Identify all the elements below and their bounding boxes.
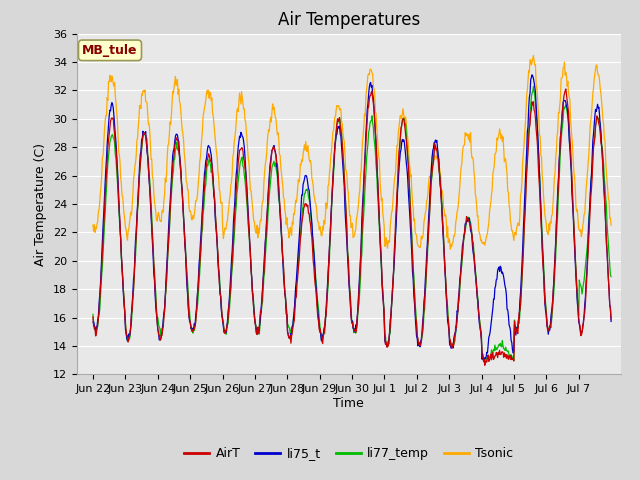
AirT (271, 146, 278, 152)
li75_t (480, 359, 488, 365)
Title: Air Temperatures: Air Temperatures (278, 11, 420, 29)
li77_temp (529, 84, 537, 89)
li77_temp (291, 307, 298, 312)
li75_t (89, 319, 97, 325)
li77_temp (245, 230, 253, 236)
li75_t (607, 319, 615, 324)
li75_t (405, 201, 413, 206)
li77_temp (607, 274, 615, 279)
Tsonic (89, 222, 97, 228)
Tsonic (271, 111, 278, 117)
Tsonic (607, 222, 615, 228)
AirT (435, 156, 442, 162)
Tsonic (150, 189, 157, 195)
AirT (150, 260, 157, 266)
AirT (405, 179, 413, 184)
li77_temp (271, 163, 278, 169)
AirT (562, 86, 570, 92)
li77_temp (89, 312, 97, 317)
X-axis label: Time: Time (333, 397, 364, 410)
li75_t (271, 148, 278, 154)
li75_t (150, 271, 157, 276)
li75_t (435, 152, 442, 157)
Line: AirT: AirT (93, 89, 611, 365)
Line: li75_t: li75_t (93, 75, 611, 362)
Tsonic (405, 156, 413, 162)
Line: li77_temp: li77_temp (93, 86, 611, 361)
li75_t (245, 224, 253, 229)
li77_temp (150, 262, 157, 267)
AirT (245, 229, 253, 235)
Y-axis label: Air Temperature (C): Air Temperature (C) (35, 143, 47, 265)
AirT (607, 316, 615, 322)
AirT (291, 317, 298, 323)
Tsonic (447, 246, 454, 252)
li77_temp (480, 358, 488, 364)
Tsonic (291, 212, 298, 217)
li77_temp (435, 152, 442, 158)
Legend: AirT, li75_t, li77_temp, Tsonic: AirT, li75_t, li77_temp, Tsonic (179, 442, 518, 465)
Tsonic (245, 160, 253, 166)
Tsonic (435, 161, 442, 167)
Text: MB_tule: MB_tule (82, 44, 138, 57)
li75_t (528, 72, 536, 78)
li77_temp (405, 179, 413, 185)
Tsonic (529, 52, 537, 58)
Line: Tsonic: Tsonic (93, 55, 611, 249)
AirT (481, 362, 488, 368)
AirT (89, 314, 97, 320)
li75_t (291, 308, 298, 314)
